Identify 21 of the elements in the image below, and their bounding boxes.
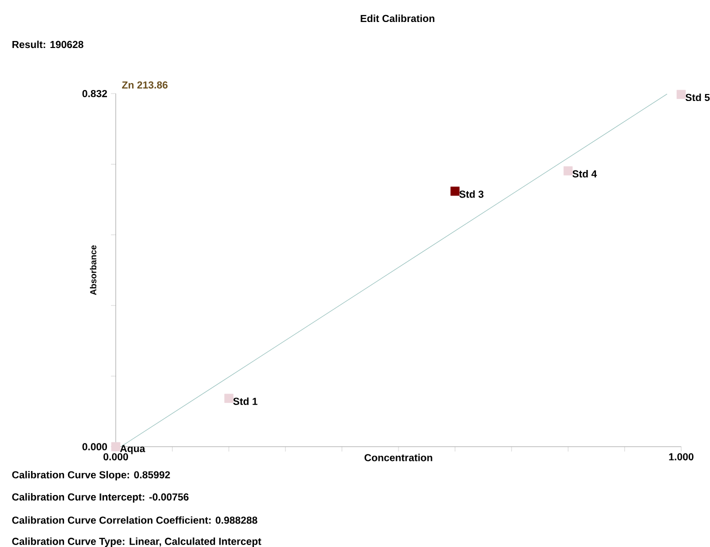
y-axis-title: Absorbance bbox=[90, 245, 96, 296]
text: Result: 190628 bbox=[12, 40, 84, 48]
text: Calibration Curve Slope: 0.85992 bbox=[12, 470, 170, 480]
point bbox=[111, 442, 120, 452]
y-tick-label: 0.832 bbox=[82, 90, 107, 98]
text: Calibration Curve Intercept: -0.00756 bbox=[12, 493, 189, 503]
chart-subtitle: Zn 213.86 bbox=[122, 81, 168, 89]
annotation: Std 4 bbox=[572, 170, 597, 178]
text: Calibration Curve Type: Linear, Calculated Intercept bbox=[12, 537, 262, 547]
annotation: Std 3 bbox=[459, 190, 484, 198]
text: Calibration Curve Correlation Coefficient: 0.988288 bbox=[12, 516, 258, 524]
annotation: Std 1 bbox=[233, 397, 258, 405]
point bbox=[676, 90, 686, 99]
point bbox=[450, 186, 460, 196]
chart-title: Edit Calibration bbox=[360, 14, 434, 22]
x-tick-label: 1.000 bbox=[669, 453, 694, 460]
annotation: Std 5 bbox=[686, 94, 710, 102]
annotation: Aqua bbox=[120, 445, 146, 454]
x-axis-title: Concentration bbox=[364, 454, 432, 462]
point bbox=[224, 394, 234, 403]
point bbox=[564, 166, 573, 176]
